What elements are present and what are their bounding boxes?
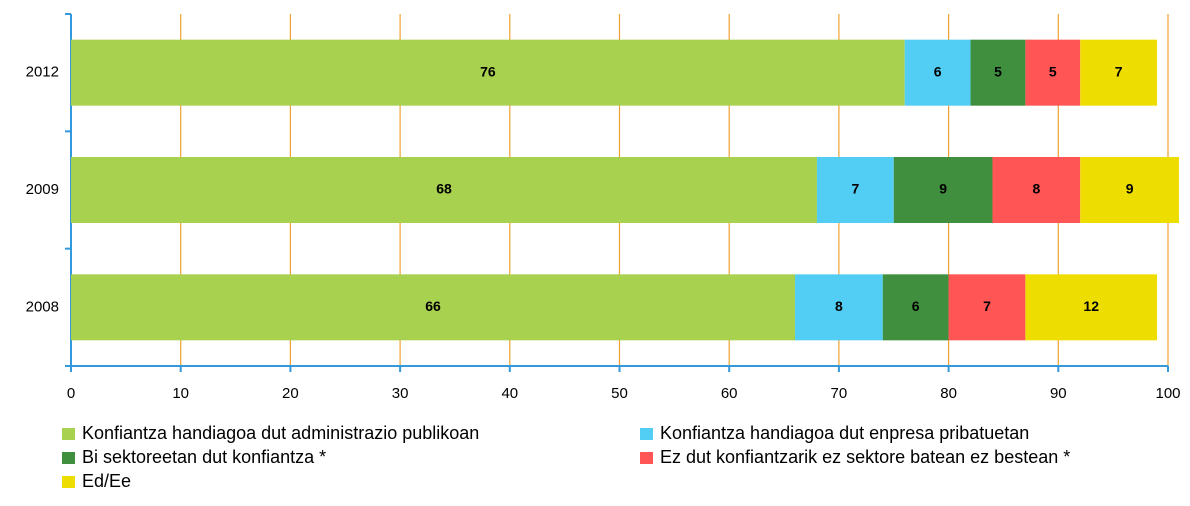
data-label: 7 bbox=[851, 181, 859, 197]
x-tick-label: 90 bbox=[1050, 385, 1067, 402]
data-label: 5 bbox=[994, 63, 1002, 79]
data-label: 66 bbox=[425, 298, 441, 314]
x-tick-label: 40 bbox=[501, 385, 518, 402]
bar-segment bbox=[904, 39, 971, 106]
y-tick-label: 2012 bbox=[26, 64, 59, 81]
x-tick-label: 60 bbox=[721, 385, 738, 402]
bar-segment bbox=[1080, 157, 1179, 223]
bar-segment bbox=[882, 274, 949, 341]
bar-segment bbox=[1080, 39, 1158, 106]
x-tick-label: 70 bbox=[831, 385, 848, 402]
bar-segment bbox=[71, 157, 817, 223]
data-label: 76 bbox=[480, 63, 496, 79]
data-label: 5 bbox=[1049, 63, 1057, 79]
bar-segment bbox=[948, 274, 1026, 341]
legend-label: Konfiantza handiagoa dut administrazio p… bbox=[82, 423, 479, 443]
legend-swatch bbox=[62, 476, 75, 488]
data-label: 8 bbox=[835, 298, 843, 314]
x-tick-label: 50 bbox=[611, 385, 628, 402]
legend-swatch bbox=[62, 428, 75, 440]
legend-swatch bbox=[640, 428, 653, 440]
bar-segment bbox=[1025, 39, 1081, 106]
x-tick-label: 0 bbox=[67, 385, 75, 402]
data-label: 9 bbox=[939, 181, 947, 197]
data-label: 9 bbox=[1126, 181, 1134, 197]
legend-label: Konfiantza handiagoa dut enpresa pribatu… bbox=[660, 423, 1029, 443]
legend-label: Bi sektoreetan dut konfiantza * bbox=[82, 447, 326, 467]
data-label: 7 bbox=[983, 298, 991, 314]
bar-segment bbox=[970, 39, 1026, 106]
x-tick-label: 100 bbox=[1155, 385, 1180, 402]
legend-swatch bbox=[62, 452, 75, 464]
data-label: 7 bbox=[1115, 63, 1123, 79]
x-tick-label: 10 bbox=[172, 385, 189, 402]
bar-segment bbox=[71, 274, 796, 341]
data-label: 6 bbox=[934, 63, 942, 79]
y-tick-label: 2009 bbox=[26, 181, 59, 198]
bar-segment bbox=[816, 157, 894, 223]
x-tick-label: 30 bbox=[392, 385, 409, 402]
legend-label: Ed/Ee bbox=[82, 471, 131, 491]
bar-segment bbox=[71, 39, 905, 106]
data-label: 68 bbox=[436, 181, 452, 197]
data-label: 12 bbox=[1083, 298, 1099, 314]
bar-segment bbox=[795, 274, 883, 341]
bar-segment bbox=[1025, 274, 1158, 341]
data-label: 8 bbox=[1032, 181, 1040, 197]
x-tick-label: 80 bbox=[940, 385, 957, 402]
legend-label: Ez dut konfiantzarik ez sektore batean e… bbox=[660, 447, 1070, 467]
data-label: 6 bbox=[912, 298, 920, 314]
legend-swatch bbox=[640, 452, 653, 464]
bar-segment bbox=[992, 157, 1081, 223]
y-tick-label: 2008 bbox=[26, 298, 59, 315]
bar-segment bbox=[893, 157, 993, 223]
x-tick-label: 20 bbox=[282, 385, 299, 402]
